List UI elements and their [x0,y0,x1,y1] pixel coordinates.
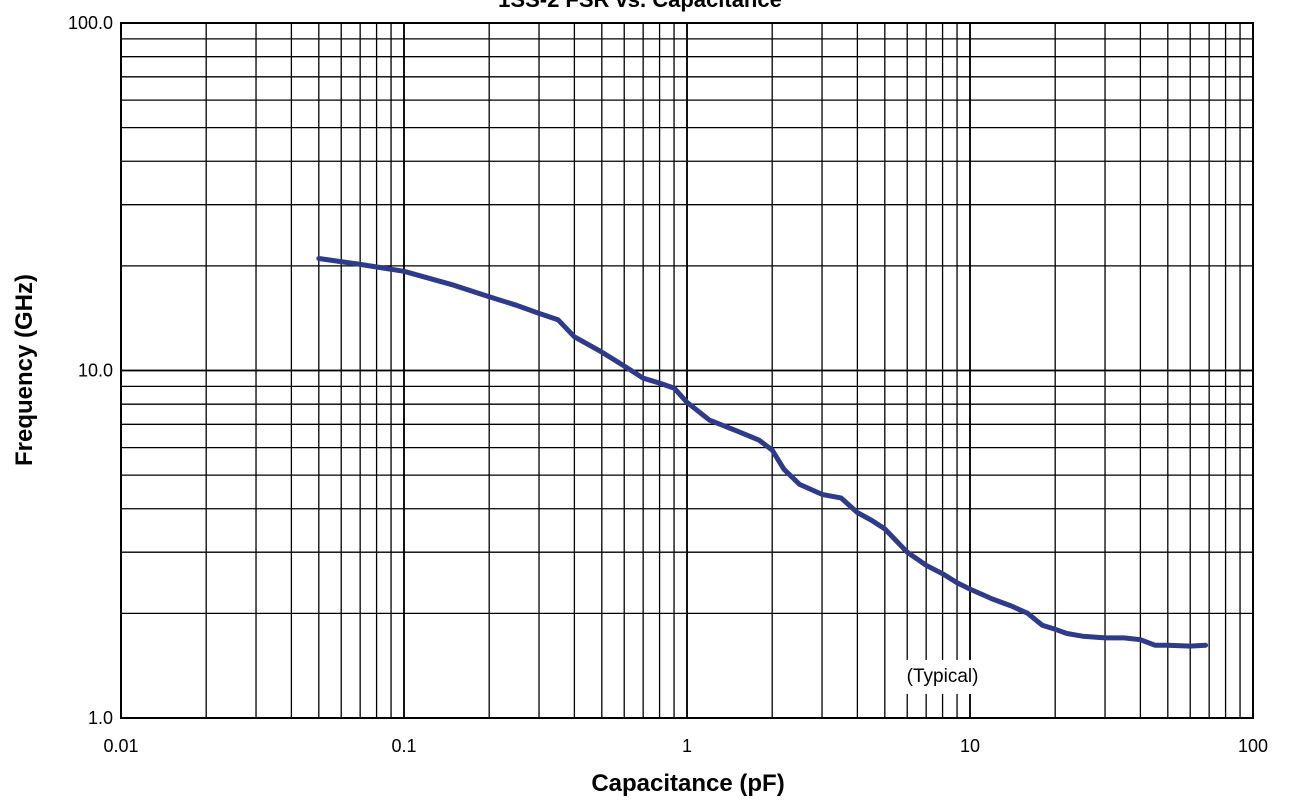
y-tick-label: 10.0 [78,361,113,381]
series-line [316,256,1209,649]
y-axis-title: Frequency (GHz) [11,274,38,466]
x-tick-label: 0.1 [391,736,416,756]
x-tick-labels: 0.01 0.1 1 10 100 [103,736,1268,756]
x-tick-label: 10 [960,736,980,756]
grid-horizontal [121,38,1253,615]
annotation-background [892,659,993,694]
x-tick-label: 100 [1238,736,1268,756]
y-tick-label: 100.0 [68,13,113,33]
y-tick-labels: 1.0 10.0 100.0 [68,13,113,728]
chart-title: 1SS-2 FSR vs. Capacitance [498,0,782,12]
annotation-typical: (Typical) [907,666,979,687]
x-tick-label: 0.01 [103,736,138,756]
annotation-group: (Typical) [892,659,993,694]
x-tick-label: 1 [682,736,692,756]
x-axis-title: Capacitance (pF) [591,770,784,797]
y-tick-label: 1.0 [88,708,113,728]
plot-frame [120,22,1254,719]
